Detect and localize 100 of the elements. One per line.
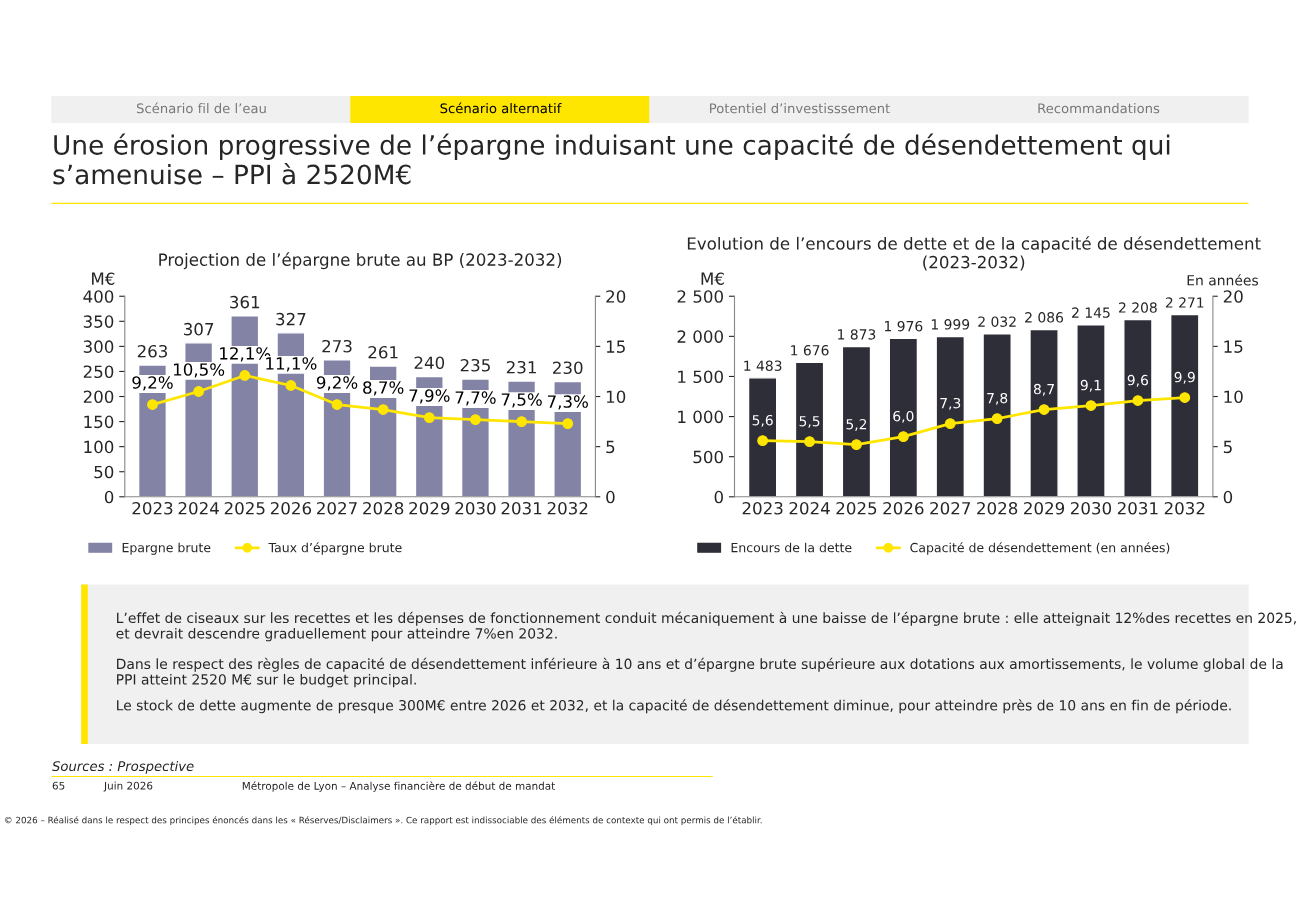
- text: Juin 2026: [103, 781, 153, 792]
- text: Scénario fil de l’eau: [136, 102, 266, 114]
- data-label: 361: [230, 295, 260, 309]
- point: [331, 399, 343, 410]
- data-label: 9,6: [1127, 374, 1149, 387]
- text: L’effet de ciseaux sur les recettes et les dépenses de fonctionnement conduit mécaniquement à une baisse de l’épargne brute : elle atteignait 12%des recettes en 2025, et devrait descendre graduellement pour atteindre 7%en 2032.: [116, 611, 1296, 642]
- data-label: 9,2%: [132, 376, 173, 391]
- y-axis-title: M€: [701, 272, 724, 285]
- y-tick-label: 0: [714, 490, 723, 504]
- text: Recommandations: [1038, 103, 1160, 114]
- y-tick-label: 500: [693, 450, 723, 464]
- y2-axis-title: En années: [1187, 274, 1259, 286]
- bar: [888, 337, 919, 497]
- point: [193, 386, 204, 397]
- x-tick-label: 2032: [547, 501, 588, 515]
- data-label: 8,7%: [363, 381, 404, 396]
- x-tick-label: 2026: [270, 501, 312, 515]
- bar: [935, 335, 966, 497]
- x-tick-label: 2029: [1024, 501, 1065, 515]
- text: Le stock de dette augmente de presque 300M€ entre 2026 et 2032, et la capacité de désendettement diminue, pour atteindre près de 10 ans en fin de période.: [117, 699, 1231, 714]
- bar: [794, 361, 825, 497]
- point: [944, 418, 956, 429]
- bar: [1169, 313, 1200, 497]
- data-label: 8,7: [1033, 383, 1054, 396]
- data-label: 240: [414, 356, 445, 370]
- point: [1038, 404, 1050, 415]
- text: Métropole de Lyon – Analyse financière de début de mandat: [242, 781, 555, 792]
- y-tick-label: 1 500: [678, 370, 723, 384]
- legend-label: Capacité de désendettement (en années): [910, 542, 1170, 555]
- x-tick-label: 2031: [1117, 501, 1158, 515]
- y2-tick-label: 5: [606, 440, 615, 454]
- y-tick-label: 350: [83, 315, 114, 328]
- x-tick-label: 2030: [455, 501, 496, 515]
- y2-tick-label: 10: [1224, 390, 1243, 404]
- data-label: 2 271: [1165, 297, 1204, 308]
- text: © 2026 – Réalisé dans le respect des principes énoncés dans les « Réserves/Disclaimers ». Ce rapport est indissociable des éléments de contexte qui ont permis de l’établir.: [5, 816, 762, 826]
- y-tick-label: 1 000: [678, 410, 723, 424]
- legend-label: Epargne brute: [122, 542, 211, 555]
- legend-label: Encours de la dette: [731, 542, 852, 553]
- y-tick-label: 100: [84, 440, 114, 454]
- point: [285, 380, 297, 391]
- point: [1085, 400, 1097, 411]
- data-label: 9,1: [1080, 379, 1101, 392]
- bar: [841, 345, 872, 497]
- text: Potentiel d’investisssement: [710, 103, 890, 114]
- point: [470, 414, 481, 425]
- x-tick-label: 2031: [501, 501, 542, 515]
- point: [377, 404, 389, 415]
- x-tick-label: 2024: [178, 501, 219, 515]
- x-tick-label: 2027: [317, 501, 357, 515]
- y2-tick-label: 20: [606, 290, 626, 303]
- point: [991, 413, 1003, 424]
- data-label: 261: [368, 345, 398, 359]
- data-label: 5,6: [752, 414, 773, 427]
- data-label: 231: [506, 360, 536, 374]
- data-label: 2 145: [1072, 307, 1110, 318]
- data-label: 1 483: [744, 360, 782, 371]
- x-tick-label: 2028: [977, 501, 1018, 515]
- chart-title: Projection de l’épargne brute au BP (2023-2032): [159, 252, 562, 270]
- point: [851, 439, 862, 451]
- y2-tick-label: 10: [606, 390, 626, 404]
- y2-tick-label: 0: [1223, 490, 1233, 504]
- x-tick-label: 2028: [363, 501, 404, 515]
- point: [757, 435, 769, 447]
- text: Dans le respect des règles de capacité de désendettement inférieure à 10 ans et d’épargne brute supérieure aux dotations aux amortissements, le volume global de la PPI atteint 2520 M€ sur le budget principal.: [117, 657, 1283, 688]
- x-tick-label: 2032: [1164, 501, 1205, 515]
- y-tick-label: 2 000: [677, 330, 723, 343]
- text: 65: [52, 781, 65, 790]
- bar: [982, 333, 1012, 497]
- x-tick-label: 2023: [742, 501, 783, 515]
- x-tick-label: 2023: [132, 501, 173, 515]
- bar: [1123, 318, 1153, 497]
- y-tick-label: 400: [83, 290, 114, 303]
- data-label: 9,2%: [316, 376, 358, 391]
- data-label: 307: [183, 322, 214, 336]
- y-tick-label: 150: [84, 415, 114, 429]
- data-label: 2 032: [978, 316, 1016, 327]
- y2-tick-label: 20: [1223, 290, 1243, 303]
- data-label: 5,5: [799, 416, 820, 428]
- data-label: 273: [322, 339, 352, 353]
- point: [239, 370, 251, 381]
- data-label: 235: [460, 358, 490, 372]
- legend-label: Taux d’épargne brute: [268, 542, 402, 555]
- y-tick-label: 250: [83, 365, 114, 379]
- x-tick-label: 2030: [1070, 501, 1112, 515]
- y-tick-label: 2 500: [677, 290, 723, 303]
- y2-tick-label: 15: [1224, 340, 1243, 353]
- x-tick-label: 2025: [224, 501, 265, 515]
- point: [1132, 395, 1144, 406]
- data-label: 5,2: [846, 418, 867, 431]
- x-tick-label: 2026: [883, 501, 924, 515]
- bar: [1029, 328, 1059, 497]
- text: Une érosion progressive de l’épargne induisant une capacité de désendettement qui s’amenuise – PPI à 2520M€: [53, 133, 1170, 185]
- x-tick-label: 2029: [409, 501, 450, 515]
- data-label: 7,7%: [455, 391, 496, 406]
- data-label: 1 976: [884, 320, 923, 332]
- data-label: 6,0: [893, 410, 914, 423]
- bar: [747, 377, 778, 497]
- y2-tick-label: 15: [606, 340, 625, 353]
- y2-tick-label: 0: [606, 490, 615, 504]
